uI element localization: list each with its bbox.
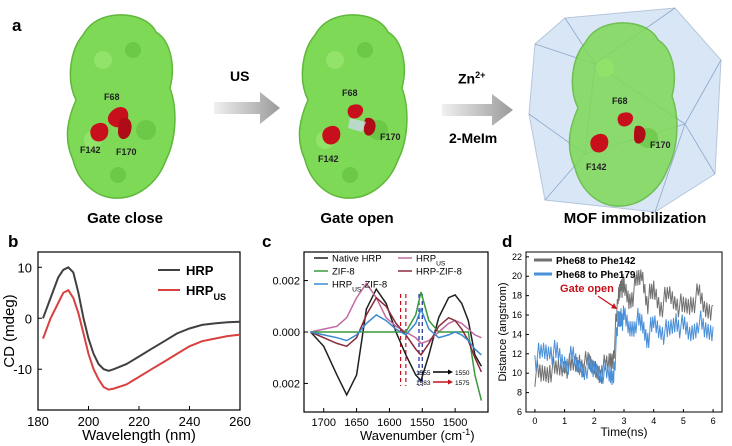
gate-open-annotation: Gate open: [560, 283, 614, 295]
series-line-1: [42, 288, 241, 391]
arrow-mof-synthesis: [442, 94, 513, 126]
mof-immobilized-structure: F68 F142 F170: [528, 7, 722, 213]
x-tick-label: 1650: [344, 417, 368, 429]
series-line-2: [310, 291, 483, 401]
legend-label-2: ZIF-8: [332, 267, 355, 278]
arrow-ultrasound-label: US: [230, 68, 250, 84]
shift-annotation-arrowhead: [448, 379, 453, 385]
series-line-0: [534, 269, 714, 387]
legend-label-0: Phe68 to Phe142: [556, 256, 636, 267]
y-tick-label: 0: [25, 311, 32, 326]
x-tick-label: 200: [78, 414, 100, 429]
residue-label-f170: F170: [380, 132, 401, 142]
series-line-0: [42, 266, 241, 372]
y-axis-label: Distance (angstrom): [497, 282, 509, 381]
x-tick-label: 240: [179, 414, 201, 429]
legend-label-1: HRPUS: [416, 254, 446, 268]
shift-annotation-from: 1583: [416, 380, 431, 387]
x-tick-label: 4: [651, 416, 656, 426]
panel-c-label: c: [262, 232, 272, 251]
series-line-0: [310, 287, 483, 397]
x-tick-label: 1700: [311, 417, 335, 429]
y-tick-label: 14: [512, 329, 522, 339]
residue-label-f68: F68: [612, 96, 628, 106]
x-tick-label: 5: [681, 416, 686, 426]
x-axis-label: Time(ns): [601, 425, 648, 439]
legend-label-1: Phe68 to Phe179: [556, 270, 636, 281]
shift-annotation-to: 1575: [455, 380, 470, 387]
residue-label-f68: F68: [104, 92, 120, 102]
shift-annotation-arrowhead: [448, 369, 453, 375]
legend-label-3: HRP-ZIF-8: [416, 267, 462, 278]
legend-label-0: Native HRP: [332, 254, 382, 265]
y-tick-label: 22: [512, 252, 522, 262]
y-tick-label: -10: [13, 362, 32, 377]
x-axis-label: Wavenumber (cm-1): [360, 427, 475, 443]
residue-label-f170: F170: [116, 147, 137, 157]
legend-label-4: HRPUS-ZIF-8: [332, 280, 387, 294]
x-tick-label: 260: [229, 414, 251, 429]
x-tick-label: 6: [711, 416, 716, 426]
residue-label-f142: F142: [80, 145, 101, 155]
y-axis-label: CD (mdeg): [1, 294, 18, 367]
series-line-1: [310, 282, 482, 345]
series-line-1: [534, 305, 714, 386]
series-line-3: [310, 296, 483, 373]
x-tick-label: 1550: [410, 417, 434, 429]
y-tick-label: 6: [517, 407, 522, 417]
x-tick-label: 1600: [377, 417, 401, 429]
arrow-ultrasound: [214, 92, 280, 124]
y-tick-label: 20: [512, 271, 522, 281]
residue-label-f142: F142: [318, 154, 339, 164]
residue-label-f68: F68: [342, 88, 358, 98]
panel-a-label: a: [12, 16, 22, 35]
panel-d-label: d: [502, 232, 513, 251]
residue-label-f142: F142: [586, 162, 607, 172]
y-tick-label: 16: [512, 310, 522, 320]
y-tick-label: 0.002: [272, 276, 300, 288]
x-tick-label: 220: [128, 414, 150, 429]
series-line-4: [310, 307, 482, 356]
x-tick-label: 3: [621, 416, 626, 426]
ftir-spectrum-chart: 1700 1650 1600 1550 1500 0.002 0.000 0.002 Waven…: [272, 251, 489, 443]
protein-structure-gate-close: F68 F142 F170: [66, 14, 176, 199]
y-tick-label: 10: [18, 260, 32, 275]
x-tick-label: 180: [27, 414, 49, 429]
caption-gate-close: Gate close: [87, 210, 163, 227]
caption-mof-immobilization: MOF immobilization: [563, 210, 707, 227]
legend-label-1: HRPUS: [186, 283, 226, 302]
caption-gate-open: Gate open: [320, 210, 394, 227]
panel-b-label: b: [8, 232, 19, 251]
x-tick-label: 0: [532, 416, 537, 426]
cd-spectrum-chart: 180 200 220 240 260 10 0 -10 Wavelength (nm) CD (…: [1, 251, 251, 444]
arrow-mof-label-ligand: 2-MeIm: [449, 130, 498, 146]
md-distance-chart: 0 1 2 3 4 5 66810121416182022Time(ns)Distance …: [497, 251, 723, 439]
y-tick-label: 12: [512, 349, 522, 359]
y-tick-label: 10: [512, 368, 522, 378]
x-tick-label: 1: [562, 416, 567, 426]
x-axis-label: Wavelength (nm): [82, 427, 196, 444]
arrow-mof-label-zinc: Zn2+: [458, 70, 486, 87]
legend-label-0: HRP: [186, 263, 214, 278]
gate-open-arrowhead: [611, 303, 618, 310]
x-tick-label: 1500: [443, 417, 467, 429]
y-tick-label: 0.002: [272, 378, 300, 390]
x-tick-label: 2: [592, 416, 597, 426]
shift-annotation-from: 1555: [416, 370, 431, 377]
shift-annotation-to: 1550: [455, 370, 470, 377]
protein-structure-gate-open: F68 F142 F170: [298, 14, 408, 199]
y-tick-label: 18: [512, 291, 522, 301]
y-tick-label: 0.000: [272, 327, 300, 339]
y-tick-label: 8: [517, 388, 522, 398]
residue-label-f170: F170: [650, 140, 671, 150]
